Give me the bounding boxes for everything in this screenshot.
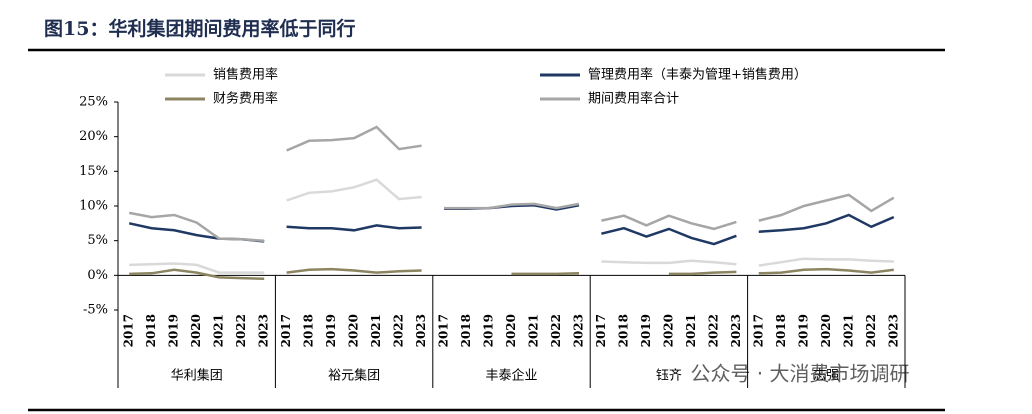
x-tick-label: 2022 (706, 314, 720, 347)
x-tick-label: 2023 (414, 314, 428, 347)
chart-title: 图15：华利集团期间费用率低于同行 (44, 17, 355, 40)
x-tick-label: 2023 (257, 314, 271, 347)
group-label: 丰泰企业 (485, 368, 537, 384)
group-label: 裕元集团 (328, 368, 380, 384)
x-tick-label: 2020 (347, 314, 361, 347)
x-tick-label: 2019 (324, 314, 338, 347)
x-tick-label: 2019 (796, 314, 810, 347)
y-tick-label: 10% (79, 199, 108, 214)
x-tick-label: 2020 (189, 314, 203, 347)
x-tick-label: 2022 (392, 314, 406, 347)
x-tick-label: 2019 (639, 314, 653, 347)
x-tick-label: 2017 (279, 314, 293, 347)
legend-label: 财务费用率 (213, 91, 278, 107)
x-tick-label: 2018 (302, 314, 316, 347)
x-tick-label: 2021 (369, 314, 383, 347)
x-tick-label: 2017 (122, 314, 136, 347)
x-tick-label: 2022 (549, 314, 563, 347)
legend-label: 期间费用率合计 (588, 91, 679, 107)
x-tick-label: 2020 (819, 314, 833, 347)
x-tick-label: 2018 (616, 314, 630, 347)
y-tick-label: 5% (87, 233, 108, 248)
x-tick-label: 2018 (144, 314, 158, 347)
series-line (128, 125, 895, 242)
x-tick-label: 2021 (526, 314, 540, 347)
group-label: 华利集团 (171, 368, 223, 384)
y-tick-label: -5% (83, 303, 108, 318)
group-label: 志强 (813, 369, 839, 384)
x-tick-label: 2022 (234, 314, 248, 347)
x-tick-label: 2017 (594, 314, 608, 347)
x-tick-label: 2023 (886, 314, 900, 347)
x-tick-label: 2023 (571, 314, 585, 347)
x-tick-label: 2022 (864, 314, 878, 347)
x-tick-label: 2019 (482, 314, 496, 347)
y-tick-label: 25% (79, 95, 108, 110)
x-tick-label: 2017 (437, 314, 451, 347)
y-tick-label: 0% (87, 268, 108, 283)
x-tick-label: 2021 (841, 314, 855, 347)
legend-label: 销售费用率 (213, 67, 278, 83)
x-tick-label: 2020 (661, 314, 675, 347)
group-label: 钰齐 (656, 368, 682, 384)
x-tick-label: 2020 (504, 314, 518, 347)
x-tick-label: 2021 (212, 314, 226, 347)
x-tick-label: 2023 (729, 314, 743, 347)
x-tick-label: 2021 (684, 314, 698, 347)
series-line (129, 267, 894, 281)
series-line (129, 178, 894, 274)
x-tick-label: 2018 (774, 314, 788, 347)
x-tick-label: 2018 (459, 314, 473, 347)
y-tick-label: 20% (79, 129, 108, 144)
x-tick-label: 2019 (167, 314, 181, 347)
x-tick-label: 2017 (751, 314, 765, 347)
watermark: 公众号 · 大消费市场调研 (690, 362, 909, 386)
legend-label: 管理费用率（丰泰为管理+销售费用） (588, 67, 807, 83)
y-tick-label: 15% (79, 164, 108, 179)
series-line (128, 204, 895, 246)
